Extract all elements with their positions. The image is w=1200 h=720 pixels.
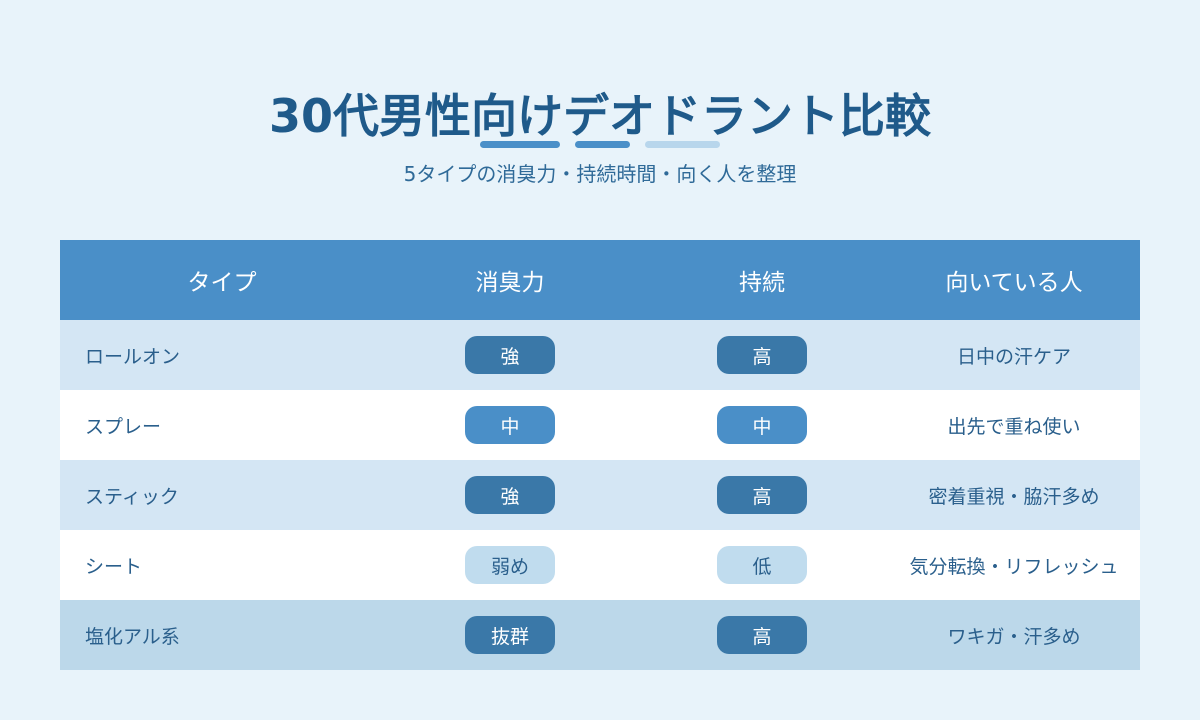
type-cell: 塩化アル系	[85, 625, 180, 648]
column-header: 向いている人	[945, 270, 1083, 296]
badge-cell: 中	[636, 390, 888, 460]
title: 30代男性向けデオドラント比較	[268, 89, 931, 143]
rating-badge: 中	[465, 406, 555, 444]
rating-badge: 高	[717, 336, 807, 374]
column-header: 持続	[739, 270, 785, 296]
badge-cell: 強	[384, 320, 636, 390]
table-row: 塩化アル系 抜群 高 ワキガ・汗多め	[60, 600, 1140, 670]
badge-cell: 低	[636, 530, 888, 600]
rating-badge: 弱め	[465, 546, 555, 584]
audience-cell: 気分転換・リフレッシュ	[909, 555, 1119, 578]
decor-bar	[575, 141, 630, 148]
badge-cell: 弱め	[384, 530, 636, 600]
header-row: タイプ 消臭力 持続 向いている人	[60, 240, 1140, 320]
table-row: シート 弱め 低 気分転換・リフレッシュ	[60, 530, 1140, 600]
subtitle: 5タイプの消臭力・持続時間・向く人を整理	[403, 162, 797, 186]
rating-badge: 中	[717, 406, 807, 444]
badge-cell: 抜群	[384, 600, 636, 670]
column-header: 消臭力	[475, 270, 545, 296]
audience-cell: 出先で重ね使い	[947, 415, 1081, 438]
audience-cell: 日中の汗ケア	[956, 345, 1071, 368]
type-cell: スティック	[85, 485, 179, 508]
decor-bar	[645, 141, 720, 148]
table-row: スティック 強 高 密着重視・脇汗多め	[60, 460, 1140, 530]
decor-bar	[480, 141, 560, 148]
badge-cell: 高	[636, 600, 888, 670]
table-row: スプレー 中 中 出先で重ね使い	[60, 390, 1140, 460]
rating-badge: 強	[465, 476, 555, 514]
rating-badge: 高	[717, 476, 807, 514]
badge-cell: 高	[636, 460, 888, 530]
type-cell: スプレー	[85, 415, 162, 438]
column-header: タイプ	[187, 270, 257, 296]
table: タイプ 消臭力 持続 向いている人 ロールオン強高日中の汗ケア スプレー中中出先で重ね使い…	[60, 240, 1140, 670]
audience-cell: 密着重視・脇汗多め	[928, 485, 1100, 508]
audience-cell: ワキガ・汗多め	[947, 625, 1081, 648]
type-cell: ロールオン	[85, 345, 181, 368]
badge-cell: 強	[384, 460, 636, 530]
type-cell: シート	[85, 555, 143, 578]
rating-badge: 高	[717, 616, 807, 654]
rating-badge: 低	[717, 546, 807, 584]
badge-cell: 中	[384, 390, 636, 460]
badge-cell: 高	[636, 320, 888, 390]
rating-badge: 強	[465, 336, 555, 374]
rating-badge: 抜群	[465, 616, 555, 654]
table-row: ロールオン 強 高 日中の汗ケア	[60, 320, 1140, 390]
